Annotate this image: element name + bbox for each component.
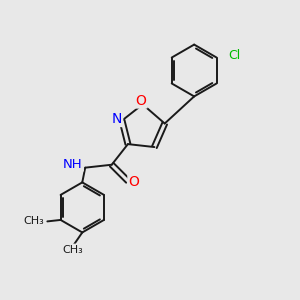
Text: Cl: Cl [228,49,240,62]
Text: CH₃: CH₃ [62,244,83,254]
Text: N: N [112,112,122,126]
Text: CH₃: CH₃ [23,216,44,226]
Text: O: O [136,94,147,107]
Text: O: O [128,176,139,189]
Text: NH: NH [63,158,83,171]
